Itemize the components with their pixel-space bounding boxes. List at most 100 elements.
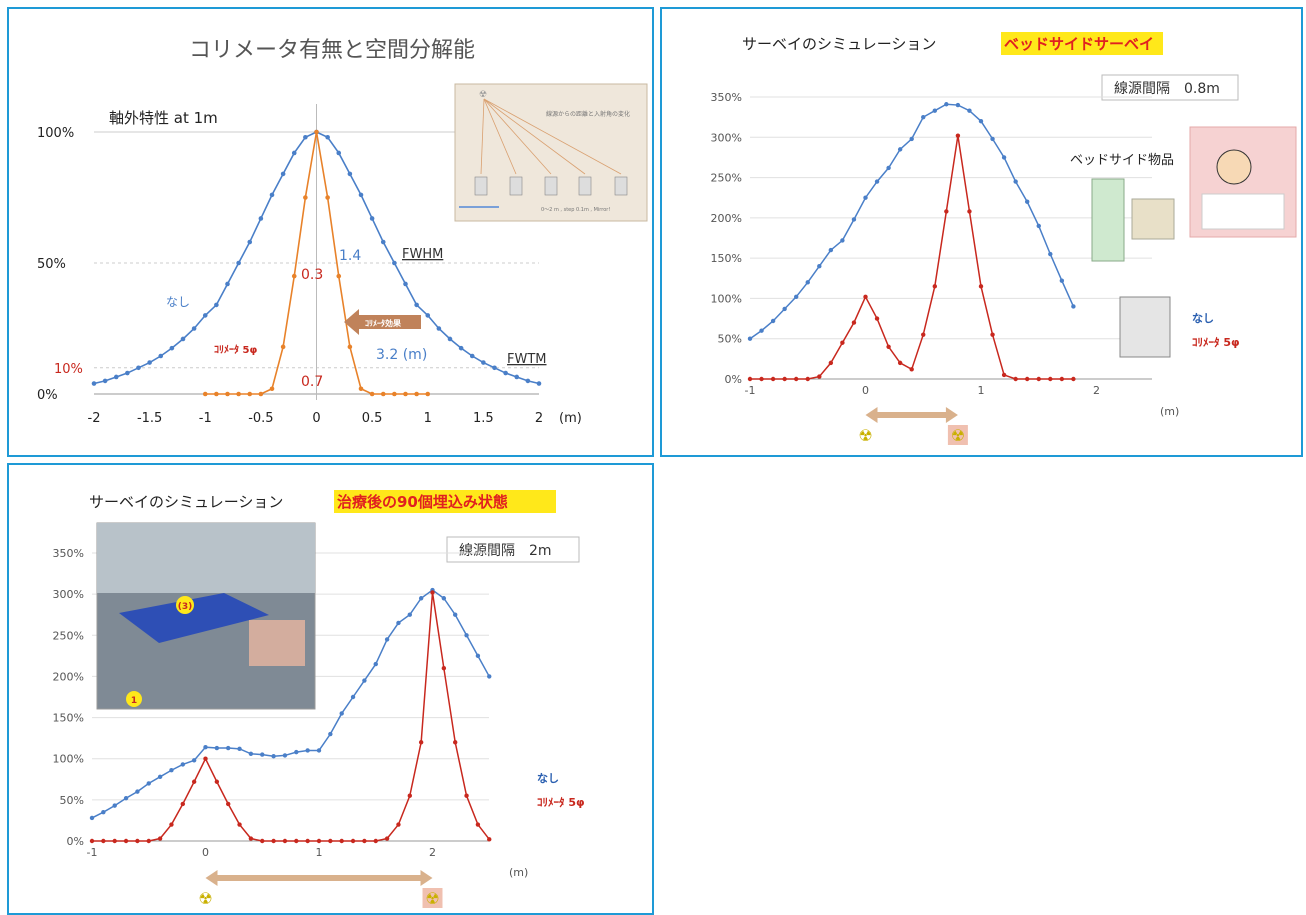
source-spacing-arrow bbox=[873, 412, 950, 418]
data-point bbox=[203, 756, 208, 761]
data-point bbox=[840, 340, 845, 345]
legend-collimator: ｺﾘﾒｰﾀ 5φ bbox=[1192, 336, 1240, 349]
source-icon: ☢ bbox=[951, 426, 965, 445]
data-point bbox=[236, 260, 241, 266]
bedside-item-pack bbox=[1131, 198, 1175, 240]
x-tick-label: 1.5 bbox=[473, 411, 494, 426]
y-tick-label: 10% bbox=[54, 362, 83, 377]
data-point bbox=[514, 374, 520, 380]
data-point bbox=[135, 789, 140, 794]
data-point bbox=[1059, 376, 1065, 382]
data-point bbox=[225, 391, 230, 397]
data-point bbox=[441, 666, 447, 671]
data-point bbox=[747, 376, 753, 382]
data-point bbox=[932, 108, 937, 113]
data-point bbox=[236, 391, 241, 397]
data-point bbox=[955, 133, 961, 138]
x-tick-label: 1 bbox=[316, 846, 323, 859]
data-point bbox=[874, 316, 880, 321]
inset-subcaption: 0～2 m , step 0.1m , Mirror! bbox=[541, 207, 610, 213]
data-point bbox=[978, 284, 984, 289]
data-point bbox=[1071, 304, 1076, 309]
y-tick-label: 150% bbox=[711, 252, 742, 265]
y-tick-label: 0% bbox=[37, 388, 58, 403]
data-point bbox=[921, 332, 926, 337]
label-none: なし bbox=[166, 295, 190, 309]
data-point bbox=[180, 801, 185, 807]
data-point bbox=[782, 376, 787, 382]
data-point bbox=[350, 838, 356, 844]
x-tick-label: 1 bbox=[424, 411, 432, 426]
data-point bbox=[851, 217, 857, 222]
data-point bbox=[373, 661, 378, 667]
data-point bbox=[944, 209, 949, 214]
y-tick-label: 100% bbox=[711, 292, 742, 305]
data-point bbox=[955, 102, 961, 108]
arrow-head-left bbox=[205, 870, 218, 886]
source-icon-bg bbox=[947, 425, 968, 445]
data-point bbox=[525, 378, 531, 384]
photo-detector-highlight bbox=[249, 620, 305, 666]
x-axis-label: (m) bbox=[559, 411, 582, 426]
x-tick-label: 2 bbox=[535, 411, 543, 426]
data-point bbox=[362, 678, 367, 683]
data-point bbox=[425, 313, 431, 318]
data-point bbox=[158, 353, 164, 359]
y-tick-label: 200% bbox=[711, 212, 742, 225]
x-tick-label: 0 bbox=[312, 411, 320, 426]
data-point bbox=[325, 134, 330, 140]
data-point bbox=[828, 360, 834, 366]
data-point bbox=[932, 284, 937, 289]
data-point bbox=[146, 781, 151, 786]
data-point bbox=[453, 740, 458, 745]
data-point bbox=[536, 381, 542, 386]
fwhm-label: FWHM bbox=[402, 247, 443, 262]
collimator-fwtm: 0.7 bbox=[301, 374, 323, 390]
series-line bbox=[750, 135, 1074, 380]
y-tick-label: 50% bbox=[37, 257, 66, 272]
data-point bbox=[237, 822, 242, 827]
data-point bbox=[237, 746, 242, 752]
data-point bbox=[782, 306, 787, 312]
x-tick-label: -1 bbox=[87, 846, 98, 859]
data-point bbox=[487, 837, 492, 842]
data-point bbox=[921, 114, 926, 120]
data-point bbox=[305, 748, 310, 753]
data-point bbox=[897, 360, 903, 366]
patient-face-icon bbox=[1216, 149, 1252, 185]
x-tick-label: 0.5 bbox=[362, 411, 383, 426]
data-point bbox=[339, 711, 344, 716]
data-point bbox=[169, 822, 174, 827]
data-point bbox=[113, 374, 119, 380]
arrow-head-left bbox=[865, 407, 878, 423]
data-point bbox=[481, 360, 486, 365]
data-point bbox=[214, 391, 219, 397]
data-point bbox=[350, 694, 356, 700]
data-point bbox=[214, 745, 220, 751]
bedside-item-bottle bbox=[1091, 178, 1125, 262]
bed-blanket bbox=[1201, 193, 1285, 230]
data-point bbox=[373, 838, 378, 844]
data-point bbox=[248, 751, 254, 756]
legend-none: なし bbox=[537, 772, 559, 785]
x-tick-label: 0 bbox=[862, 384, 869, 397]
data-point bbox=[247, 391, 253, 397]
data-point bbox=[136, 365, 141, 371]
data-point bbox=[794, 294, 799, 300]
highlight-box bbox=[1001, 32, 1163, 55]
data-point bbox=[886, 344, 891, 349]
data-point bbox=[475, 653, 481, 659]
data-point bbox=[436, 326, 442, 331]
data-point bbox=[248, 836, 254, 841]
data-point bbox=[407, 612, 412, 617]
data-point bbox=[384, 637, 390, 642]
spacing-box bbox=[1101, 74, 1239, 101]
data-point bbox=[747, 336, 753, 341]
fwhm-value: 1.4 bbox=[339, 248, 361, 264]
data-point bbox=[369, 391, 375, 397]
legend-collimator: ｺﾘﾒｰﾀ 5φ bbox=[537, 796, 585, 809]
data-point bbox=[414, 302, 419, 308]
data-point bbox=[294, 838, 299, 844]
photo-marker-3-label: (3) bbox=[178, 602, 193, 612]
